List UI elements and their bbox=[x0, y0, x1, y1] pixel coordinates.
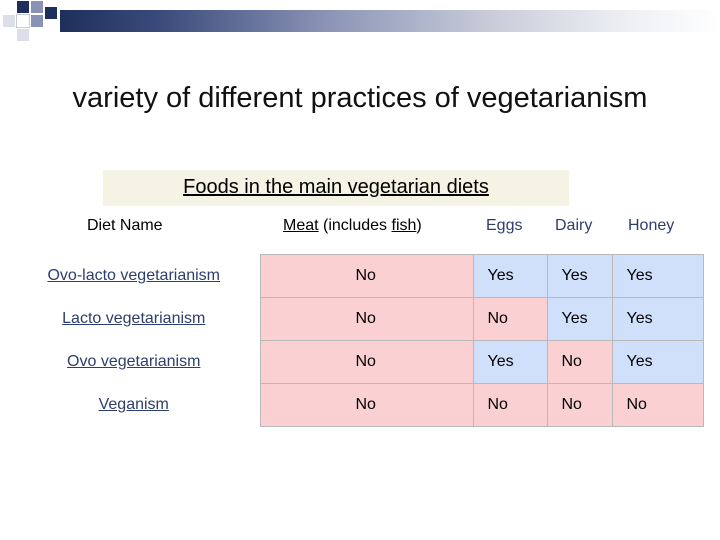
table-row: Ovo vegetarianism No Yes No Yes bbox=[8, 340, 704, 384]
header-gradient-band bbox=[60, 10, 720, 32]
dairy-cell: Yes bbox=[546, 297, 613, 341]
diet-name-link[interactable]: Lacto vegetarianism bbox=[62, 310, 206, 327]
eggs-cell: No bbox=[472, 383, 548, 427]
eggs-cell: No bbox=[472, 297, 548, 341]
diet-name-cell[interactable]: Lacto vegetarianism bbox=[8, 298, 260, 341]
decor-square bbox=[30, 14, 44, 28]
decor-square bbox=[16, 14, 30, 28]
meat-cell: No bbox=[259, 340, 474, 384]
decor-square bbox=[44, 6, 58, 20]
meat-cell: No bbox=[259, 254, 474, 298]
table-row: Veganism No No No No bbox=[8, 383, 704, 427]
decor-square bbox=[16, 0, 30, 14]
eggs-cell: Yes bbox=[472, 254, 548, 298]
dairy-cell: No bbox=[546, 383, 613, 427]
caption-background bbox=[103, 170, 569, 206]
header-eggs-link[interactable]: Eggs bbox=[486, 217, 523, 234]
honey-cell: Yes bbox=[611, 297, 704, 341]
decor-square bbox=[30, 0, 44, 14]
slide-title: variety of different practices of vegeta… bbox=[72, 82, 648, 114]
header-diet-name: Diet Name bbox=[87, 217, 163, 234]
header-honey-link[interactable]: Honey bbox=[628, 217, 675, 234]
dairy-cell: Yes bbox=[546, 254, 613, 298]
diet-name-link[interactable]: Ovo-lacto vegetarianism bbox=[47, 267, 220, 284]
honey-cell: Yes bbox=[611, 254, 704, 298]
meat-link[interactable]: Meat bbox=[283, 217, 319, 234]
decor-square bbox=[2, 14, 16, 28]
header-dairy-link[interactable]: Dairy bbox=[555, 217, 593, 234]
honey-cell: Yes bbox=[611, 340, 704, 384]
honey-cell: No bbox=[611, 383, 704, 427]
meat-header-text: (includes bbox=[318, 217, 392, 234]
meat-cell: No bbox=[259, 383, 474, 427]
diet-table: Ovo-lacto vegetarianism No Yes Yes Yes L… bbox=[8, 254, 704, 427]
eggs-cell: Yes bbox=[472, 340, 548, 384]
dairy-cell: No bbox=[546, 340, 613, 384]
header-meat: Meat (includes fish) bbox=[283, 217, 422, 235]
meat-header-close: ) bbox=[416, 217, 422, 234]
table-row: Ovo-lacto vegetarianism No Yes Yes Yes bbox=[8, 254, 704, 298]
table-row: Lacto vegetarianism No No Yes Yes bbox=[8, 297, 704, 341]
meat-cell: No bbox=[259, 297, 474, 341]
fish-link[interactable]: fish bbox=[391, 217, 417, 234]
diet-name-cell[interactable]: Veganism bbox=[8, 384, 260, 427]
diet-name-cell[interactable]: Ovo-lacto vegetarianism bbox=[8, 255, 260, 298]
table-caption: Foods in the main vegetarian diets bbox=[183, 176, 489, 198]
decor-square bbox=[16, 28, 30, 42]
diet-name-link[interactable]: Ovo vegetarianism bbox=[67, 353, 201, 370]
diet-name-cell[interactable]: Ovo vegetarianism bbox=[8, 341, 260, 384]
diet-name-link[interactable]: Veganism bbox=[98, 396, 169, 413]
